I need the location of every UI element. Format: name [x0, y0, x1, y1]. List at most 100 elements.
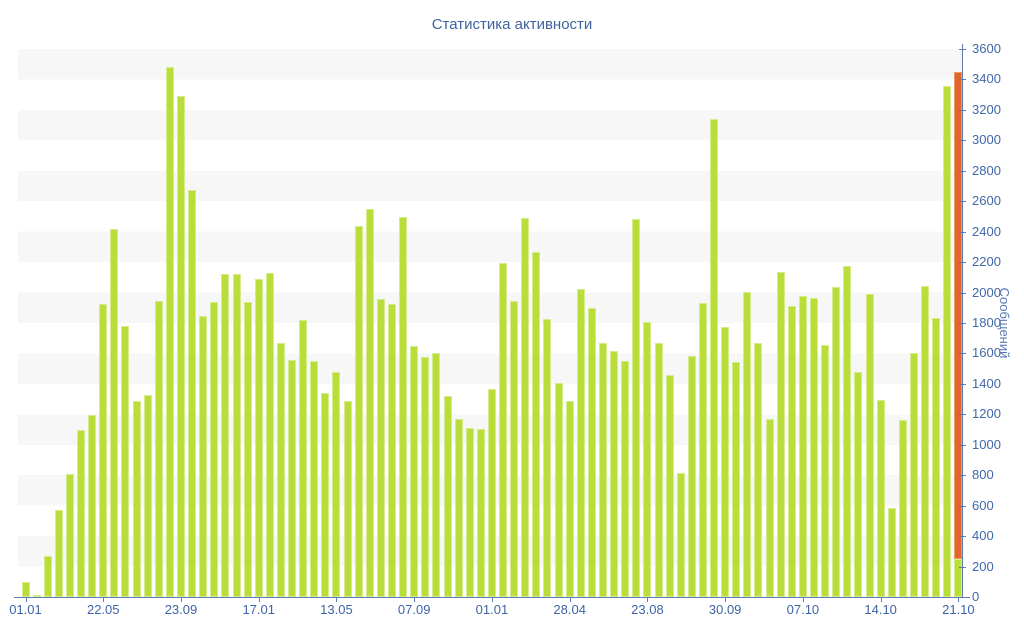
bar[interactable] — [465, 428, 474, 597]
y-tick — [959, 262, 966, 264]
bar[interactable] — [654, 342, 663, 597]
bar[interactable] — [921, 285, 930, 597]
y-tick-label: 600 — [972, 497, 994, 513]
bar[interactable] — [199, 316, 208, 597]
bar[interactable] — [854, 371, 863, 597]
bar[interactable] — [610, 351, 619, 597]
bar[interactable] — [543, 319, 552, 597]
bar[interactable] — [321, 393, 330, 597]
bar[interactable] — [898, 420, 907, 597]
x-tick — [25, 598, 27, 602]
bar[interactable] — [754, 342, 763, 597]
y-tick — [959, 536, 966, 538]
bar[interactable] — [843, 265, 852, 597]
bar[interactable] — [121, 326, 130, 597]
bar[interactable] — [21, 581, 30, 597]
bar[interactable] — [721, 326, 730, 597]
bar[interactable] — [365, 208, 374, 597]
bar[interactable] — [532, 252, 541, 597]
bar-accent-segment[interactable] — [954, 71, 963, 559]
bar[interactable] — [143, 394, 152, 597]
bar[interactable] — [732, 361, 741, 597]
y-tick-label: 1400 — [972, 375, 1001, 391]
bar[interactable] — [154, 300, 163, 597]
bar[interactable] — [32, 594, 41, 597]
bar[interactable] — [776, 272, 785, 597]
bar[interactable] — [110, 228, 119, 597]
bar[interactable] — [909, 352, 918, 597]
x-tick — [802, 598, 804, 602]
bar[interactable] — [210, 301, 219, 597]
y-tick-label: 200 — [972, 558, 994, 574]
bar[interactable] — [798, 296, 807, 597]
bar[interactable] — [621, 361, 630, 597]
bar[interactable] — [599, 342, 607, 597]
bar[interactable] — [743, 291, 752, 597]
bar[interactable] — [676, 472, 685, 597]
bar[interactable] — [476, 428, 485, 597]
bar[interactable] — [499, 262, 508, 597]
bar[interactable] — [587, 307, 596, 597]
y-tick-label: 2000 — [972, 284, 1001, 300]
bar[interactable] — [687, 355, 696, 597]
bar[interactable] — [643, 322, 652, 597]
bar[interactable] — [810, 297, 819, 597]
x-tick-label: 23.09 — [164, 602, 198, 617]
bar[interactable] — [387, 303, 396, 597]
bar[interactable] — [221, 274, 230, 597]
bar[interactable] — [632, 218, 641, 597]
bar[interactable] — [510, 300, 519, 597]
bar[interactable] — [310, 361, 319, 597]
bar[interactable] — [276, 342, 285, 597]
bar[interactable] — [665, 374, 674, 597]
bar[interactable] — [343, 400, 352, 597]
bar-green-segment[interactable] — [954, 558, 963, 597]
bar[interactable] — [99, 303, 108, 597]
x-tick — [414, 598, 416, 602]
bar[interactable] — [354, 225, 363, 597]
bar[interactable] — [332, 371, 341, 597]
bar[interactable] — [77, 429, 86, 597]
bar[interactable] — [821, 345, 830, 597]
x-tick-label: 21.10 — [942, 602, 975, 617]
bar[interactable] — [243, 301, 252, 597]
bar[interactable] — [832, 287, 841, 597]
bar[interactable] — [443, 396, 452, 597]
bar[interactable] — [43, 555, 52, 597]
bar[interactable] — [521, 217, 530, 597]
bar[interactable] — [765, 418, 774, 597]
bar[interactable] — [576, 288, 585, 597]
bar[interactable] — [88, 415, 97, 597]
bar[interactable] — [376, 299, 385, 597]
bar[interactable] — [421, 357, 430, 597]
x-tick-label: 07.09 — [397, 602, 431, 617]
bar[interactable] — [943, 86, 952, 597]
bar[interactable] — [176, 96, 185, 597]
bar[interactable] — [876, 399, 885, 597]
bar[interactable] — [487, 389, 496, 597]
bar[interactable] — [399, 217, 408, 597]
bar[interactable] — [288, 360, 297, 597]
bar[interactable] — [454, 418, 463, 597]
bar[interactable] — [554, 383, 563, 597]
bar[interactable] — [54, 510, 63, 597]
y-tick-label: 800 — [972, 467, 994, 483]
bar[interactable] — [254, 278, 263, 597]
bar[interactable] — [65, 473, 74, 597]
bar[interactable] — [865, 294, 874, 597]
bar[interactable] — [710, 119, 719, 597]
bar[interactable] — [565, 400, 574, 597]
bar[interactable] — [132, 401, 141, 597]
x-tick-label: 07.10 — [786, 602, 820, 617]
bar[interactable] — [698, 303, 707, 597]
bar[interactable] — [432, 353, 441, 597]
bar[interactable] — [165, 67, 174, 597]
bar[interactable] — [787, 306, 796, 597]
bar[interactable] — [188, 189, 197, 597]
bar[interactable] — [232, 274, 241, 597]
bar[interactable] — [265, 272, 274, 597]
bar[interactable] — [887, 507, 896, 597]
bar[interactable] — [932, 318, 941, 597]
bar[interactable] — [299, 319, 308, 597]
bar[interactable] — [410, 345, 419, 597]
